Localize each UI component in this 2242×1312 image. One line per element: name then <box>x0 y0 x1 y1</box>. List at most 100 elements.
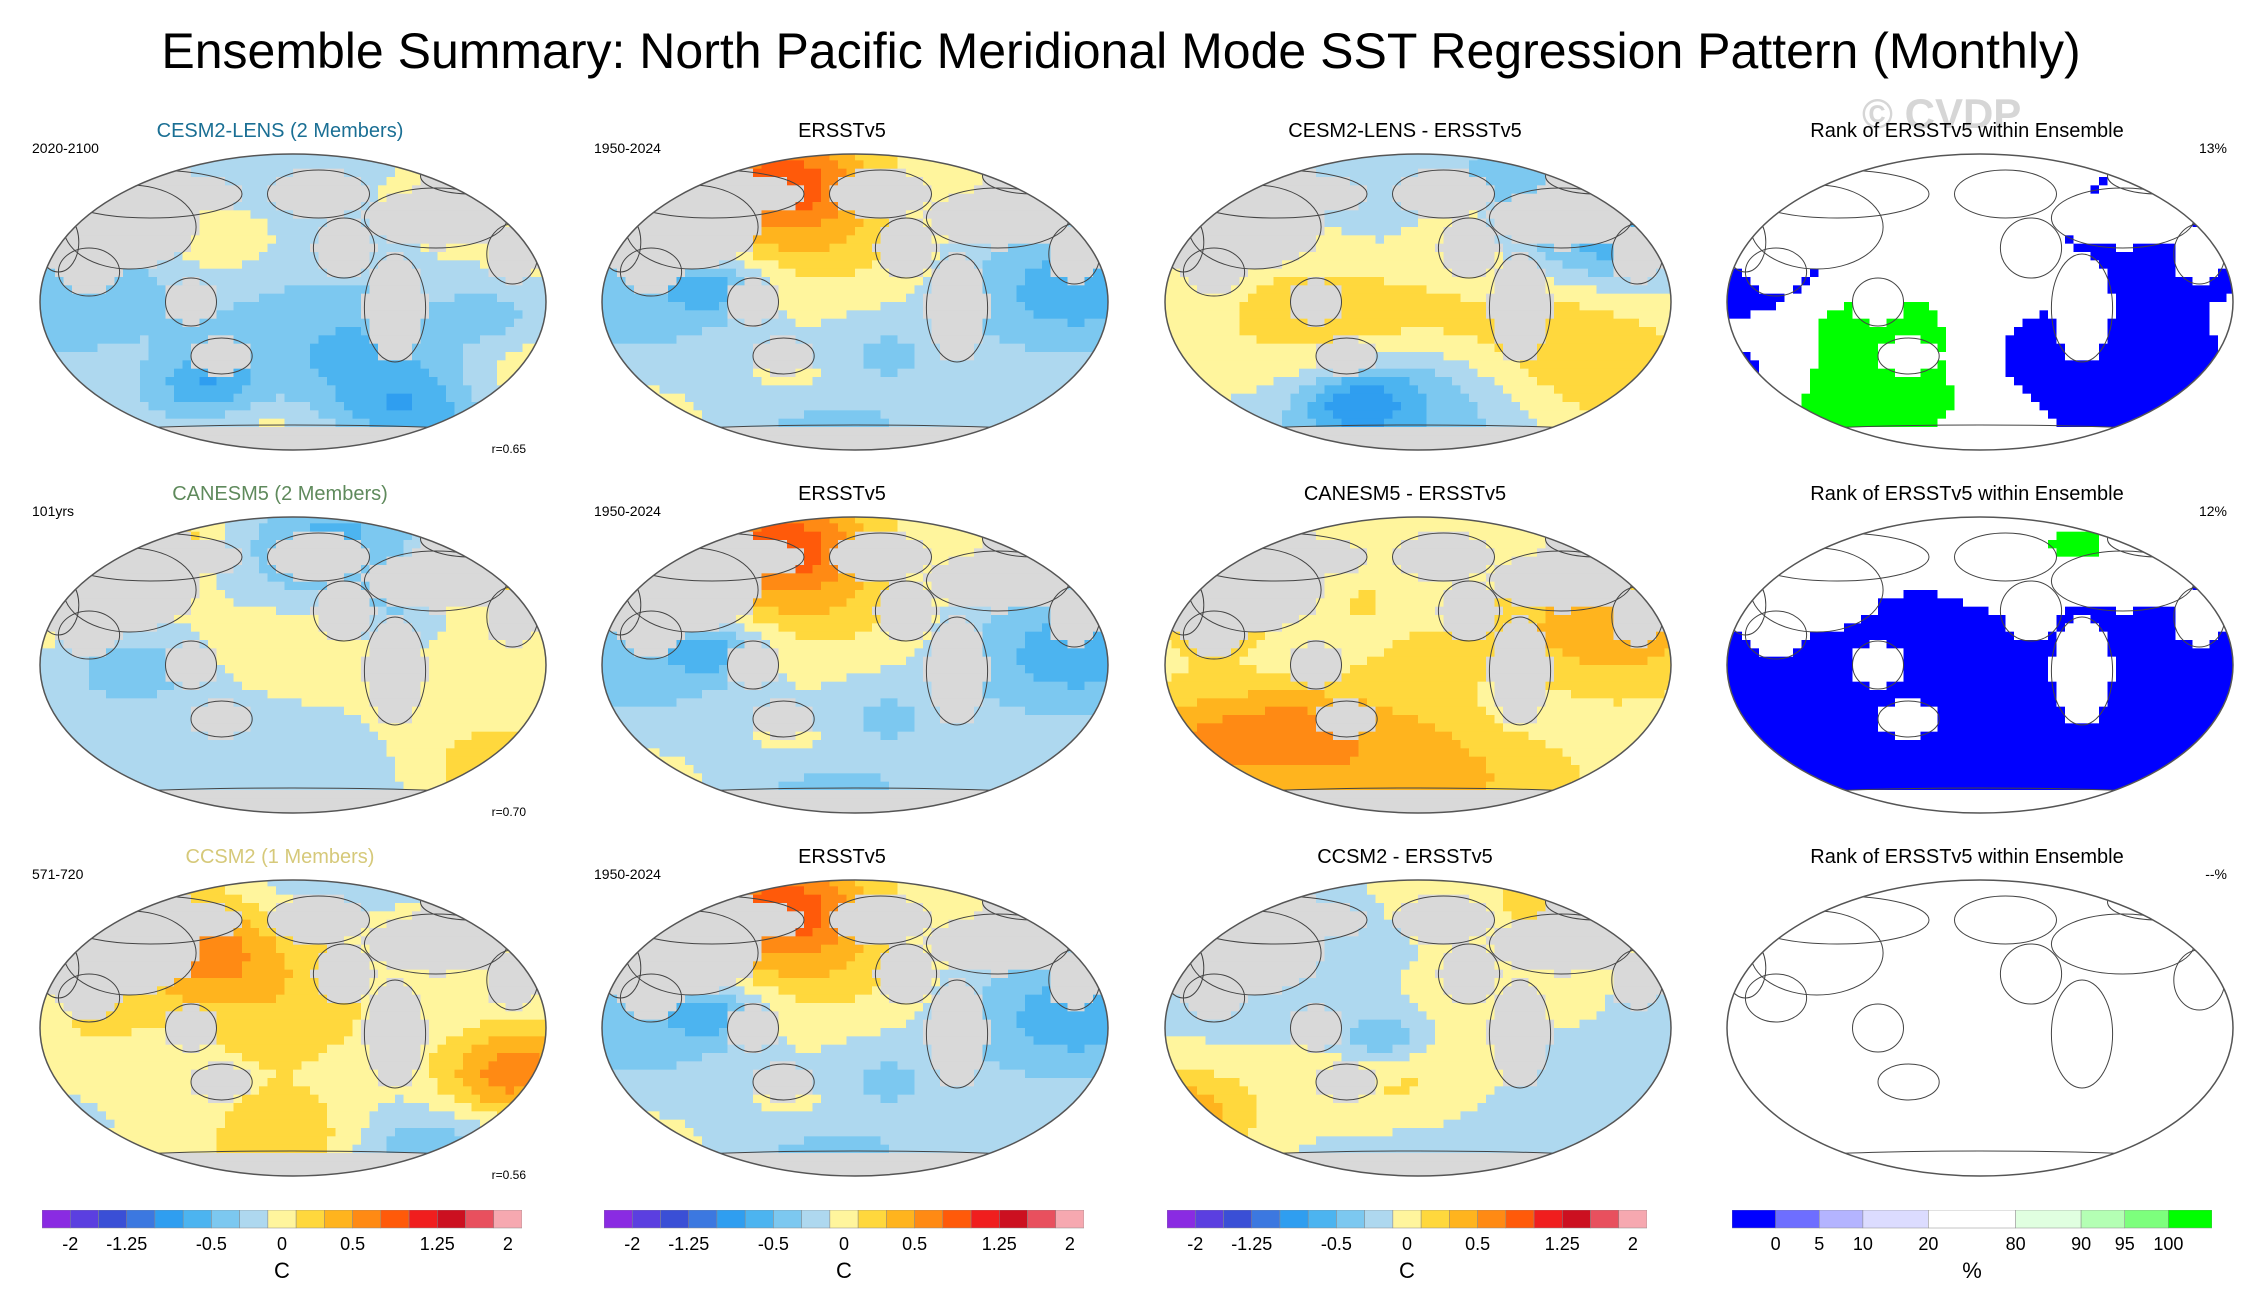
map-cell <box>488 377 498 386</box>
map-cell <box>344 410 354 420</box>
map-cell <box>276 385 286 395</box>
map-cell <box>395 185 405 195</box>
map-cell <box>761 443 771 450</box>
map-cell <box>1180 168 1190 178</box>
map-cell <box>1101 177 1108 186</box>
map-cell <box>719 193 729 203</box>
map-cell <box>617 318 627 328</box>
map-cell <box>63 393 73 403</box>
map-cell <box>505 318 515 328</box>
map-cell <box>710 418 720 428</box>
map-cell <box>1299 427 1309 436</box>
map-cell <box>63 268 73 278</box>
map-cell <box>46 177 56 186</box>
map-cell <box>327 402 337 411</box>
map-cell <box>250 335 260 345</box>
map-cell <box>1273 235 1283 245</box>
map-cell <box>242 377 252 386</box>
map-cell <box>651 260 661 270</box>
map-cell <box>1059 435 1069 445</box>
map-cell <box>668 302 678 311</box>
map-cell <box>838 318 848 328</box>
coastline <box>874 217 938 279</box>
map-cell <box>208 402 218 411</box>
map-cell <box>497 343 507 353</box>
map-cell <box>710 302 720 311</box>
map-cell <box>931 252 941 261</box>
map-cell <box>242 243 252 253</box>
map-cell <box>736 268 746 278</box>
map-cell <box>420 343 430 353</box>
map-cell <box>778 377 788 386</box>
map-cell <box>505 352 515 361</box>
map-cell <box>710 410 720 420</box>
map-cell <box>174 177 184 186</box>
map-cell <box>378 402 388 411</box>
map-cell <box>174 268 184 278</box>
map-cell <box>1084 418 1094 428</box>
map-cell <box>463 268 473 278</box>
map-cell <box>863 410 873 420</box>
map-cell <box>880 402 890 411</box>
map-cell <box>1248 293 1258 303</box>
map-cell <box>1084 235 1094 245</box>
map-cell <box>233 235 243 245</box>
map-cell <box>1033 154 1043 161</box>
map-cell <box>668 243 678 253</box>
map-cell <box>497 168 507 178</box>
map-cell <box>267 318 277 328</box>
map-cell <box>642 360 652 370</box>
map-cell <box>923 160 933 170</box>
map-cell <box>225 285 235 295</box>
map-cell <box>114 293 124 303</box>
map-cell <box>225 393 235 403</box>
map-cell <box>471 235 481 245</box>
map-cell <box>454 368 464 378</box>
map-cell <box>957 318 967 328</box>
map-cell <box>242 335 252 345</box>
map-cell <box>140 202 150 211</box>
map-cell <box>318 293 328 303</box>
map-cell <box>174 154 184 161</box>
map-cell <box>685 154 695 161</box>
map-cell <box>693 393 703 403</box>
map-cell <box>1273 435 1283 445</box>
map-cell <box>1256 154 1266 161</box>
map-cell <box>872 385 882 395</box>
map-cell <box>157 368 167 378</box>
map-cell <box>1214 443 1224 450</box>
map-cell <box>787 310 797 320</box>
map-cell <box>412 252 422 261</box>
map-cell <box>795 410 805 420</box>
map-cell <box>344 435 354 445</box>
map-cell <box>812 402 822 411</box>
map-cell <box>80 443 90 450</box>
map-cell <box>497 327 507 336</box>
map-cell <box>863 293 873 303</box>
map-cell <box>301 160 311 170</box>
map-cell <box>454 418 464 428</box>
map-cell <box>829 368 839 378</box>
map-cell <box>829 402 839 411</box>
map-cell <box>736 302 746 311</box>
map-cell <box>906 177 916 186</box>
map-cell <box>795 177 805 186</box>
map-cell <box>63 427 73 436</box>
map-cell <box>676 252 686 261</box>
map-cell <box>1256 377 1266 386</box>
map-cell <box>625 168 635 178</box>
map-cell <box>259 393 269 403</box>
map-cell <box>863 343 873 353</box>
map-cell <box>148 235 158 245</box>
map-cell <box>378 177 388 186</box>
map-cell <box>46 193 56 203</box>
map-cell <box>702 427 712 436</box>
map-cell <box>1171 202 1181 211</box>
map-cell <box>1205 360 1215 370</box>
map-cell <box>1008 218 1018 228</box>
map-cell <box>753 343 763 353</box>
map-cell <box>216 352 226 361</box>
map-cell <box>1231 227 1241 236</box>
map-cell <box>480 185 490 195</box>
map-cell <box>259 243 269 253</box>
